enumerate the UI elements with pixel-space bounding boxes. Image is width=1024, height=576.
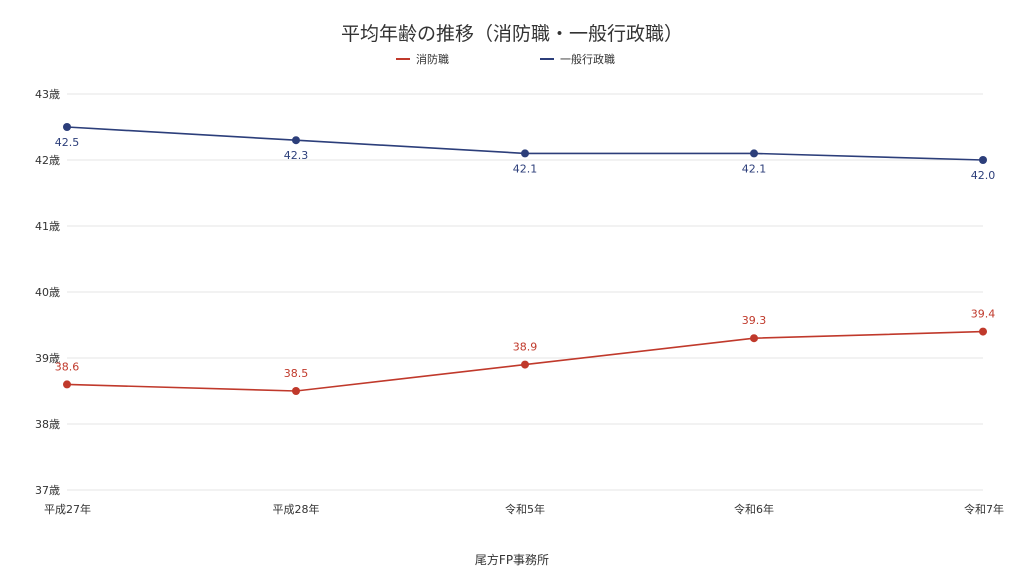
data-point-0-2 [521, 360, 529, 369]
y-tick-label-38: 38歳 [35, 418, 60, 431]
data-label-0-3: 39.3 [742, 314, 767, 327]
data-label-0-0: 38.6 [55, 360, 80, 373]
x-tick-label-0: 平成27年 [44, 502, 91, 516]
x-axis: 平成27年 平成28年 令和5年 令和6年 令和7年 [44, 502, 1004, 516]
grid [67, 93, 983, 491]
x-tick-label-3: 令和6年 [734, 502, 774, 516]
data-point-0-0 [63, 380, 71, 389]
x-tick-label-2: 令和5年 [505, 502, 545, 516]
y-axis: 37歳 38歳 39歳 40歳 41歳 42歳 43歳 [35, 88, 60, 497]
data-point-0-4 [979, 327, 987, 336]
data-point-1-1 [292, 136, 300, 145]
data-point-1-2 [521, 149, 529, 158]
x-tick-label-1: 平成28年 [273, 502, 320, 516]
data-point-0-1 [292, 387, 300, 395]
y-tick-label-40: 40歳 [35, 286, 60, 299]
data-label-1-4: 42.0 [971, 169, 996, 182]
data-point-1-4 [979, 156, 987, 164]
x-tick-label-4: 令和7年 [964, 502, 1004, 516]
data-point-1-3 [750, 149, 758, 158]
legend-label-admin: 一般行政職 [560, 52, 615, 66]
data-label-1-2: 42.1 [513, 162, 538, 175]
y-tick-label-39: 39歳 [35, 352, 60, 365]
data-point-1-0 [63, 123, 71, 131]
data-point-0-3 [750, 334, 758, 343]
series-1: 42.5 42.3 42.1 42.1 42.0 [55, 123, 996, 182]
data-label-0-1: 38.5 [284, 367, 309, 380]
source-credit: 尾方FP事務所 [475, 552, 549, 567]
data-label-1-1: 42.3 [284, 149, 309, 162]
legend-label-fire: 消防職 [416, 52, 449, 66]
series-0: 38.6 38.5 38.9 39.3 39.4 [55, 308, 996, 395]
chart-title: 平均年齢の推移（消防職・一般行政職） [341, 23, 683, 45]
y-tick-label-42: 42歳 [35, 154, 60, 167]
legend: 消防職 一般行政職 [396, 52, 615, 66]
y-tick-label-37: 37歳 [35, 484, 60, 497]
series: 38.6 38.5 38.9 39.3 39.4 42.5 42.3 42.1 42.1 42.0 [55, 123, 996, 395]
y-tick-label-41: 41歳 [35, 220, 60, 233]
data-label-1-0: 42.5 [55, 136, 80, 149]
data-label-0-2: 38.9 [513, 341, 538, 354]
data-label-1-3: 42.1 [742, 162, 767, 175]
y-tick-label-43: 43歳 [35, 88, 60, 101]
data-label-0-4: 39.4 [971, 308, 996, 321]
